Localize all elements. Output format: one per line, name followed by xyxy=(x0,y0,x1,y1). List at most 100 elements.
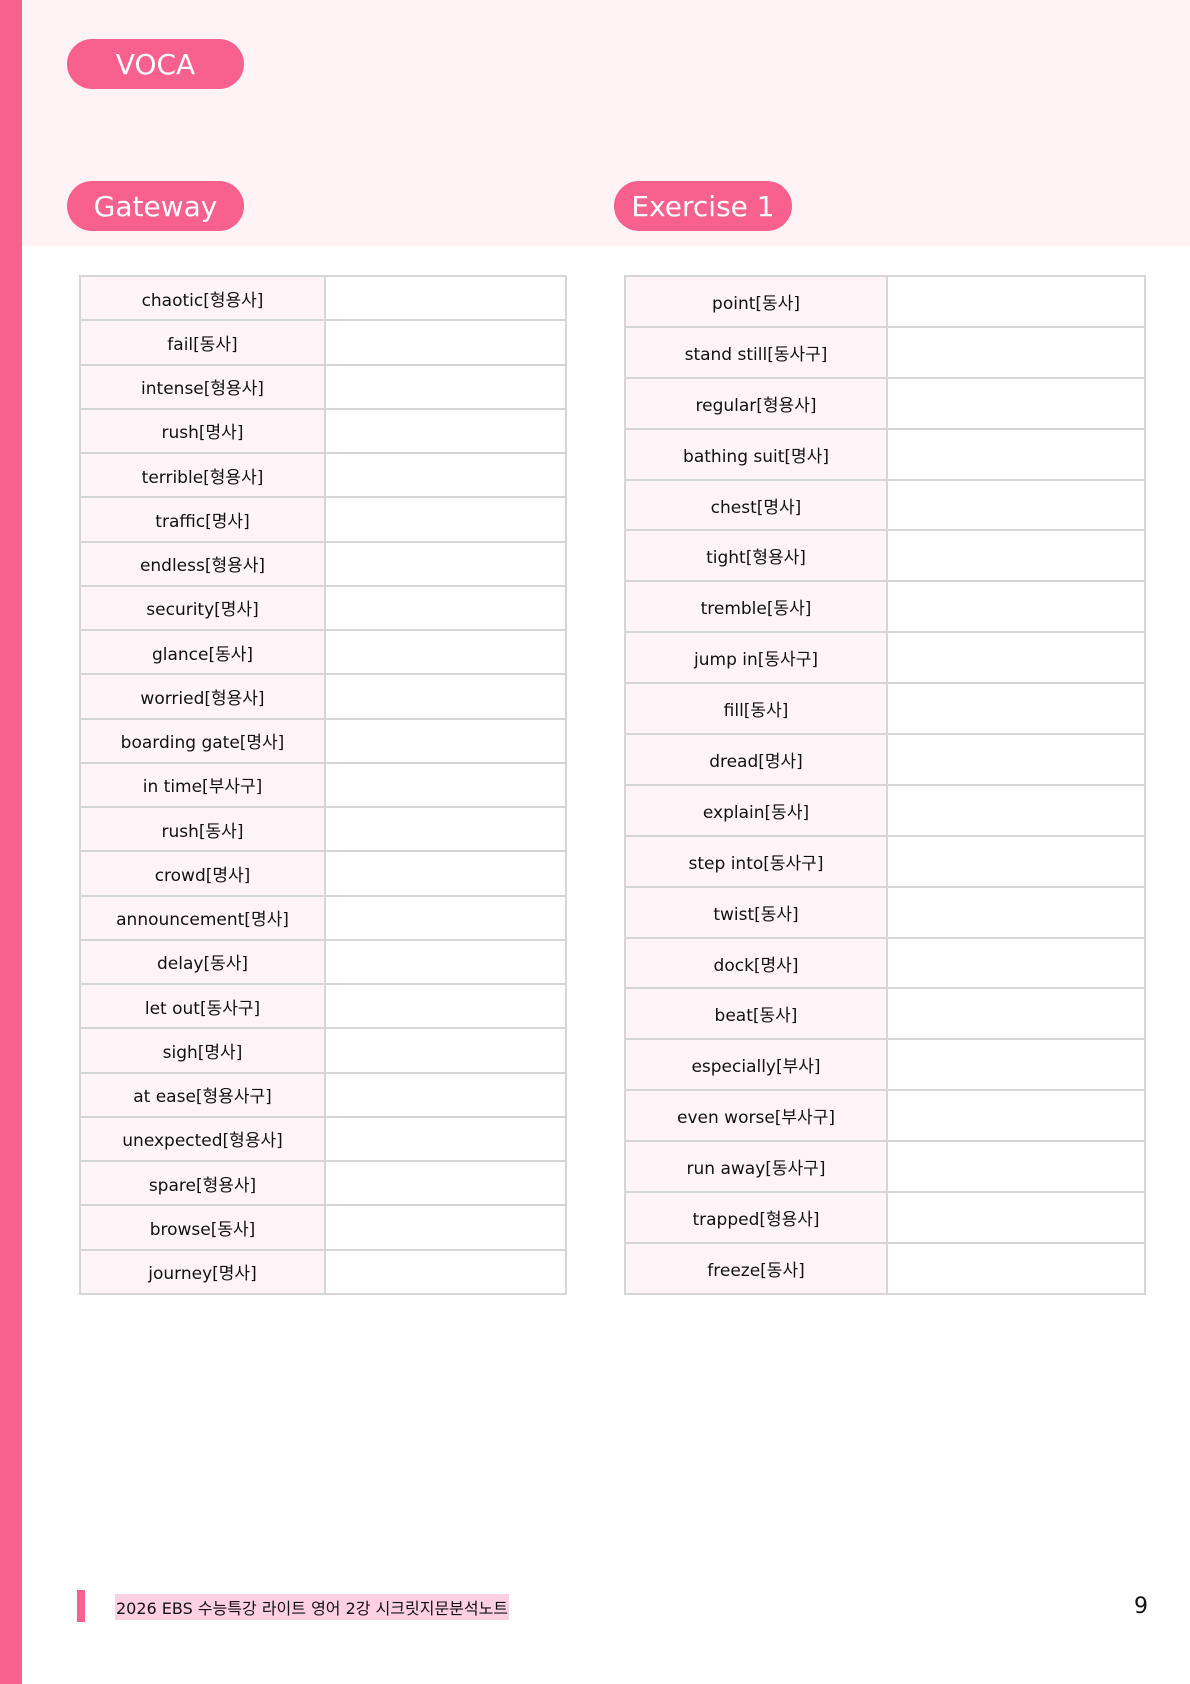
meaning-blank[interactable] xyxy=(324,1159,567,1207)
meaning-blank[interactable] xyxy=(886,1140,1146,1194)
vocab-word: stand still[동사구] xyxy=(624,325,888,379)
meaning-blank[interactable] xyxy=(324,274,567,322)
vocab-row: delay[동사] xyxy=(79,938,567,986)
vocab-row: glance[동사] xyxy=(79,628,567,676)
vocab-row: let out[동사구] xyxy=(79,982,567,1030)
meaning-blank[interactable] xyxy=(886,1038,1146,1092)
vocab-row: beat[동사] xyxy=(624,987,1146,1041)
vocab-row: boarding gate[명사] xyxy=(79,717,567,764)
vocab-row: rush[동사] xyxy=(79,805,567,853)
vocab-word: journey[명사] xyxy=(79,1248,326,1295)
exercise-badge: Exercise 1 xyxy=(614,181,792,231)
meaning-blank[interactable] xyxy=(324,761,567,809)
meaning-blank[interactable] xyxy=(886,834,1146,888)
vocab-row: jump in[동사구] xyxy=(624,631,1146,685)
meaning-blank[interactable] xyxy=(886,325,1146,379)
vocab-word: unexpected[형용사] xyxy=(79,1115,326,1163)
vocab-row: especially[부사] xyxy=(624,1038,1146,1092)
vocab-word: trapped[형용사] xyxy=(624,1191,888,1244)
vocab-word: jump in[동사구] xyxy=(624,631,888,685)
vocab-row: intense[형용사] xyxy=(79,363,567,410)
meaning-blank[interactable] xyxy=(886,783,1146,837)
vocab-row: explain[동사] xyxy=(624,783,1146,837)
meaning-blank[interactable] xyxy=(324,938,567,986)
vocab-row: spare[형용사] xyxy=(79,1159,567,1207)
vocab-word: announcement[명사] xyxy=(79,894,326,941)
vocab-row: stand still[동사구] xyxy=(624,325,1146,379)
vocab-word: regular[형용사] xyxy=(624,376,888,430)
meaning-blank[interactable] xyxy=(886,631,1146,685)
vocab-row: at ease[형용사구] xyxy=(79,1071,567,1118)
vocab-row: traffic[명사] xyxy=(79,496,567,543)
meaning-blank[interactable] xyxy=(886,733,1146,786)
meaning-blank[interactable] xyxy=(324,628,567,676)
meaning-blank[interactable] xyxy=(886,936,1146,990)
vocab-word: terrible[형용사] xyxy=(79,451,326,499)
vocab-row: chaotic[형용사] xyxy=(79,274,567,322)
meaning-blank[interactable] xyxy=(886,580,1146,634)
meaning-blank[interactable] xyxy=(324,894,567,941)
meaning-blank[interactable] xyxy=(886,529,1146,583)
vocab-word: dread[명사] xyxy=(624,733,888,786)
vocab-word: traffic[명사] xyxy=(79,496,326,543)
meaning-blank[interactable] xyxy=(324,850,567,897)
vocab-word: tremble[동사] xyxy=(624,580,888,634)
footer-title: 2026 EBS 수능특강 라이트 영어 2강 시크릿지문분석노트 xyxy=(115,1594,510,1620)
meaning-blank[interactable] xyxy=(886,478,1146,532)
meaning-blank[interactable] xyxy=(324,451,567,499)
vocab-word: rush[명사] xyxy=(79,407,326,455)
vocab-row: tremble[동사] xyxy=(624,580,1146,634)
meaning-blank[interactable] xyxy=(886,427,1146,481)
meaning-blank[interactable] xyxy=(886,1191,1146,1244)
vocab-word: at ease[형용사구] xyxy=(79,1071,326,1118)
meaning-blank[interactable] xyxy=(324,407,567,455)
vocab-word: worried[형용사] xyxy=(79,673,326,720)
meaning-blank[interactable] xyxy=(324,717,567,764)
meaning-blank[interactable] xyxy=(886,885,1146,939)
meaning-blank[interactable] xyxy=(886,376,1146,430)
vocab-word: glance[동사] xyxy=(79,628,326,676)
meaning-blank[interactable] xyxy=(324,584,567,632)
meaning-blank[interactable] xyxy=(324,1071,567,1118)
meaning-blank[interactable] xyxy=(886,987,1146,1041)
vocab-word: spare[형용사] xyxy=(79,1159,326,1207)
gateway-badge: Gateway xyxy=(67,181,244,231)
vocab-word: explain[동사] xyxy=(624,783,888,837)
vocab-word: point[동사] xyxy=(624,275,888,328)
meaning-blank[interactable] xyxy=(324,1115,567,1163)
vocab-row: even worse[부사구] xyxy=(624,1089,1146,1143)
meaning-blank[interactable] xyxy=(324,319,567,366)
vocab-word: delay[동사] xyxy=(79,938,326,986)
vocab-word: rush[동사] xyxy=(79,805,326,853)
meaning-blank[interactable] xyxy=(886,275,1146,328)
meaning-blank[interactable] xyxy=(886,682,1146,736)
vocab-row: bathing suit[명사] xyxy=(624,427,1146,481)
meaning-blank[interactable] xyxy=(324,363,567,410)
meaning-blank[interactable] xyxy=(324,1027,567,1074)
vocab-row: freeze[동사] xyxy=(624,1241,1146,1296)
vocab-word: let out[동사구] xyxy=(79,982,326,1030)
vocab-row: dread[명사] xyxy=(624,733,1146,786)
vocab-row: rush[명사] xyxy=(79,407,567,455)
meaning-blank[interactable] xyxy=(886,1241,1146,1296)
meaning-blank[interactable] xyxy=(886,1089,1146,1143)
vocab-word: run away[동사구] xyxy=(624,1140,888,1194)
meaning-blank[interactable] xyxy=(324,673,567,720)
vocab-row: sigh[명사] xyxy=(79,1027,567,1074)
vocab-word: chaotic[형용사] xyxy=(79,274,326,322)
vocab-row: fail[동사] xyxy=(79,319,567,366)
meaning-blank[interactable] xyxy=(324,805,567,853)
vocab-row: security[명사] xyxy=(79,584,567,632)
vocab-row: announcement[명사] xyxy=(79,894,567,941)
vocab-row: dock[명사] xyxy=(624,936,1146,990)
meaning-blank[interactable] xyxy=(324,1248,567,1295)
meaning-blank[interactable] xyxy=(324,982,567,1030)
meaning-blank[interactable] xyxy=(324,1204,567,1251)
vocab-word: intense[형용사] xyxy=(79,363,326,410)
vocab-row: fill[동사] xyxy=(624,682,1146,736)
vocab-row: endless[형용사] xyxy=(79,540,567,587)
vocab-row: twist[동사] xyxy=(624,885,1146,939)
meaning-blank[interactable] xyxy=(324,540,567,587)
vocab-row: crowd[명사] xyxy=(79,850,567,897)
meaning-blank[interactable] xyxy=(324,496,567,543)
